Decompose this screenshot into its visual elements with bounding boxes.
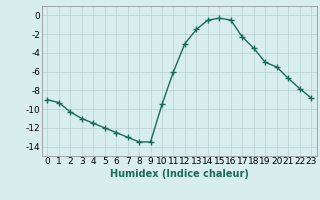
X-axis label: Humidex (Indice chaleur): Humidex (Indice chaleur) xyxy=(110,169,249,179)
